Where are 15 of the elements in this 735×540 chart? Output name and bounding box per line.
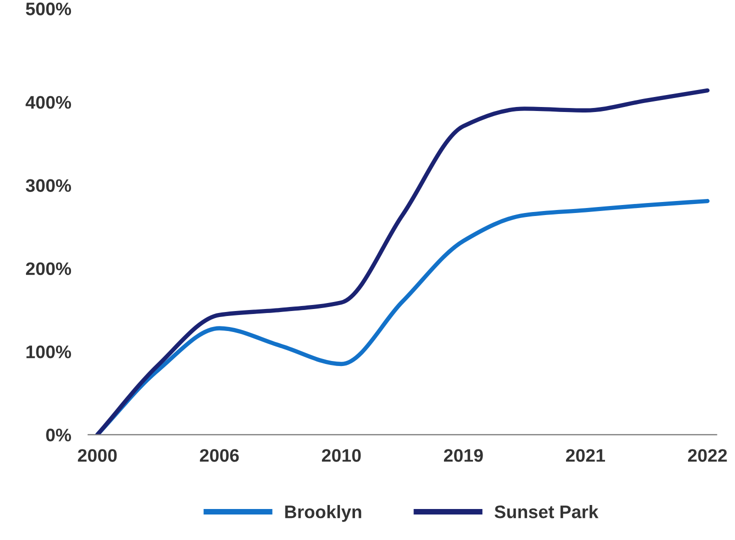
y-tick-label: 500% <box>26 2 72 16</box>
x-tick-label: 2022 <box>688 449 727 462</box>
y-tick-label: 300% <box>26 179 72 192</box>
legend-label: Brooklyn <box>285 505 362 522</box>
x-tick-label: 2019 <box>444 449 483 462</box>
x-tick-label: 2010 <box>322 449 361 462</box>
y-tick-label: 0% <box>46 428 72 442</box>
y-tick-label: 200% <box>26 262 72 276</box>
x-tick-label: 2021 <box>566 449 606 462</box>
x-tick-label: 2000 <box>78 449 117 462</box>
legend-label: Sunset Park <box>494 505 598 518</box>
line-series <box>95 88 710 435</box>
y-tick-label: 100% <box>26 345 72 358</box>
y-tick-label: 400% <box>26 96 72 109</box>
x-tick-label: 2006 <box>200 449 239 462</box>
